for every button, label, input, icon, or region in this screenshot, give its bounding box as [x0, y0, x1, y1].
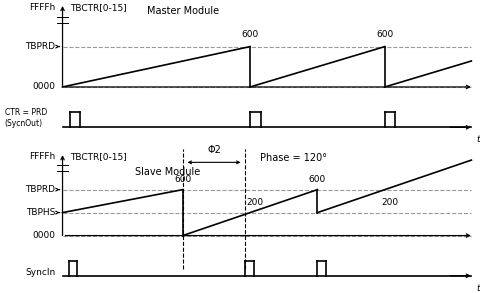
Text: time: time	[475, 135, 480, 144]
Text: Φ2: Φ2	[207, 145, 220, 155]
Text: FFFFh: FFFFh	[29, 3, 55, 12]
Text: Phase = 120°: Phase = 120°	[259, 153, 326, 163]
Text: TBPRD: TBPRD	[25, 42, 55, 51]
Text: FFFFh: FFFFh	[29, 152, 55, 161]
Text: TBCTR[0-15]: TBCTR[0-15]	[70, 3, 126, 12]
Text: 0000: 0000	[32, 82, 55, 91]
Text: 600: 600	[174, 175, 191, 184]
Text: time: time	[475, 285, 480, 293]
Text: TBCTR[0-15]: TBCTR[0-15]	[70, 152, 126, 161]
Text: 0000: 0000	[32, 231, 55, 240]
Text: 600: 600	[241, 30, 258, 39]
Text: 600: 600	[375, 30, 393, 39]
Text: TBPRD: TBPRD	[25, 185, 55, 194]
Text: Master Module: Master Module	[146, 6, 218, 16]
Text: 200: 200	[246, 198, 263, 207]
Text: Slave Module: Slave Module	[134, 167, 200, 177]
Text: 200: 200	[380, 198, 397, 207]
Text: SyncIn: SyncIn	[25, 268, 55, 277]
Text: CTR = PRD
(SycnOut): CTR = PRD (SycnOut)	[5, 108, 47, 128]
Text: TBPHS: TBPHS	[26, 208, 55, 217]
Text: 600: 600	[308, 175, 325, 184]
